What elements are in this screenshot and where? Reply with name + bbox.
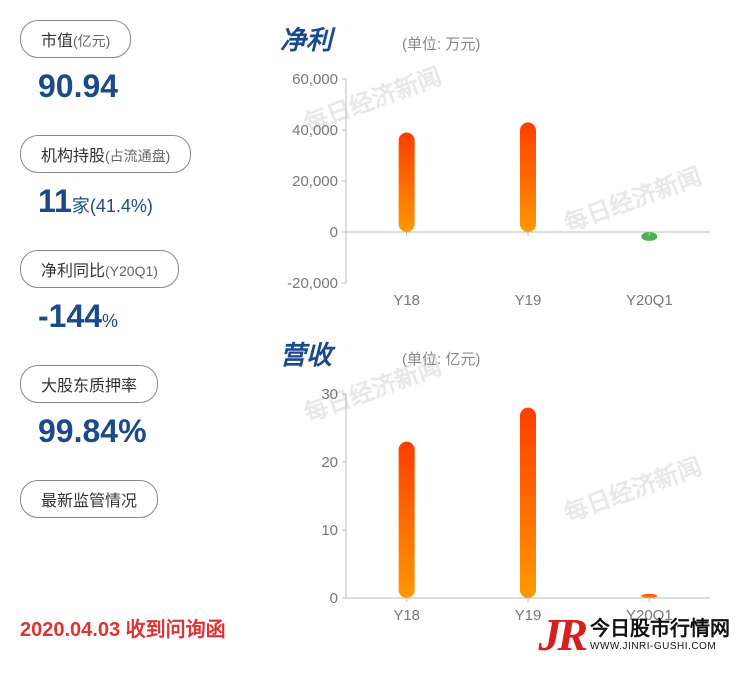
metric-label: 大股东质押率: [20, 365, 158, 403]
metric-label: 最新监管情况: [20, 480, 158, 518]
metric-label-main: 机构持股: [41, 148, 105, 165]
svg-text:20,000: 20,000: [292, 173, 338, 190]
revenue-chart-block: 营收 (单位: 亿元) 0102030Y18Y19Y20Q1: [280, 335, 730, 630]
logo-initials: JR: [538, 612, 584, 658]
metric-value-main: -144: [38, 298, 102, 334]
svg-text:30: 30: [321, 386, 338, 403]
metric-market-cap: 市值(亿元) 90.94: [20, 20, 260, 105]
chart-title: 营收: [280, 335, 332, 372]
svg-text:60,000: 60,000: [292, 71, 338, 88]
metric-label-main: 大股东质押率: [41, 378, 137, 395]
metric-label-sub: (Y20Q1): [105, 263, 158, 279]
metric-profit-yoy: 净利同比(Y20Q1) -144%: [20, 250, 260, 335]
metric-value: 99.84%: [20, 403, 260, 450]
metric-value-unit: %: [102, 311, 118, 331]
chart-header: 营收 (单位: 亿元): [280, 335, 730, 372]
metrics-column: 市值(亿元) 90.94 机构持股(占流通盘) 11家(41.4%) 净利同比(…: [20, 20, 260, 650]
metric-label-sub: (亿元): [73, 33, 110, 49]
svg-text:Y18: Y18: [393, 292, 420, 309]
chart-unit-label: (单位: 万元): [402, 33, 480, 54]
logo-en: WWW.JINRI-GUSHI.COM: [590, 641, 730, 653]
svg-text:Y18: Y18: [393, 607, 420, 624]
metric-value: 11家(41.4%): [20, 173, 260, 220]
footer-notice: 2020.04.03 收到问询函: [20, 613, 226, 642]
profit-chart-block: 净利 (单位: 万元) -20,000 0 20,000 40,000 60,000 Y1…: [280, 20, 730, 315]
site-logo: JR 今日股市行情网 WWW.JINRI-GUSHI.COM: [538, 612, 730, 658]
metric-label: 市值(亿元): [20, 20, 131, 58]
logo-text: 今日股市行情网 WWW.JINRI-GUSHI.COM: [590, 617, 730, 653]
svg-text:0: 0: [330, 590, 338, 607]
metric-regulatory: 最新监管情况: [20, 480, 260, 518]
metric-value: -144%: [20, 288, 260, 335]
metric-value-main: 11: [38, 183, 72, 219]
metric-value-main: 90.94: [38, 68, 118, 104]
svg-text:0: 0: [330, 224, 338, 241]
charts-column: 净利 (单位: 万元) -20,000 0 20,000 40,000 60,000 Y1…: [260, 20, 730, 650]
metric-label-main: 净利同比: [41, 263, 105, 280]
metric-label: 净利同比(Y20Q1): [20, 250, 179, 288]
chart-title: 净利: [280, 20, 332, 57]
revenue-chart: 0102030Y18Y19Y20Q1: [280, 380, 720, 630]
svg-text:Y19: Y19: [515, 292, 542, 309]
metric-value: 90.94: [20, 58, 260, 105]
metric-label-main: 市值: [41, 33, 73, 50]
chart-header: 净利 (单位: 万元): [280, 20, 730, 57]
metric-label: 机构持股(占流通盘): [20, 135, 191, 173]
svg-text:Y20Q1: Y20Q1: [626, 292, 673, 309]
svg-text:40,000: 40,000: [292, 122, 338, 139]
metric-inst-holding: 机构持股(占流通盘) 11家(41.4%): [20, 135, 260, 220]
metric-value-main: 99.84%: [38, 413, 147, 449]
svg-text:10: 10: [321, 522, 338, 539]
main-container: 市值(亿元) 90.94 机构持股(占流通盘) 11家(41.4%) 净利同比(…: [0, 0, 750, 650]
metric-label-main: 最新监管情况: [41, 493, 137, 510]
profit-chart: -20,000 0 20,000 40,000 60,000 Y18 Y19 Y20Q1: [280, 65, 720, 315]
svg-text:20: 20: [321, 454, 338, 471]
metric-value-unit: 家(41.4%): [72, 196, 153, 216]
logo-cn: 今日股市行情网: [590, 617, 730, 641]
svg-text:-20,000: -20,000: [287, 275, 338, 292]
chart-unit-label: (单位: 亿元): [402, 348, 480, 369]
metric-pledge-rate: 大股东质押率 99.84%: [20, 365, 260, 450]
metric-label-sub: (占流通盘): [105, 148, 170, 164]
